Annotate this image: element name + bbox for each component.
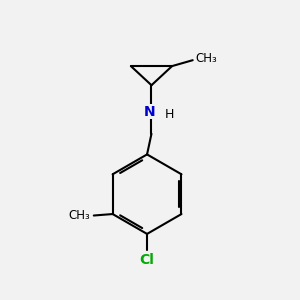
Text: CH₃: CH₃: [196, 52, 217, 65]
Text: N: N: [144, 105, 156, 119]
Text: CH₃: CH₃: [68, 209, 90, 222]
Text: Cl: Cl: [140, 253, 154, 267]
Text: H: H: [165, 108, 174, 121]
